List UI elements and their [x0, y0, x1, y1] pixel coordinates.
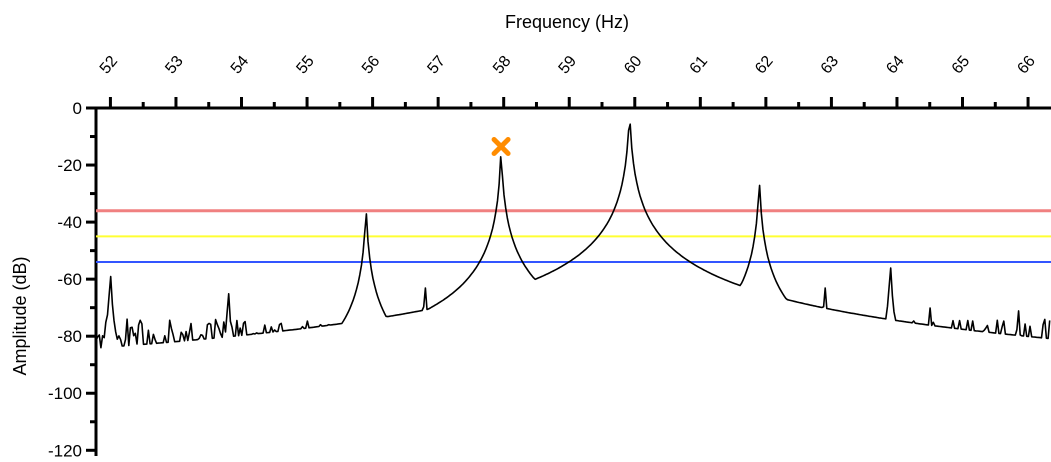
x-tick-label: 54 [228, 53, 253, 78]
x-tick-label: 63 [818, 53, 843, 78]
peak-marker-x [491, 137, 511, 157]
x-tick-label: 62 [752, 53, 777, 78]
x-tick-label: 57 [424, 53, 449, 78]
spectrum-series [95, 123, 1051, 349]
x-tick-label: 64 [883, 53, 908, 78]
x-tick-label: 55 [293, 53, 318, 78]
threshold-lines [96, 209, 1051, 264]
peak-markers [491, 137, 511, 157]
y-tick-label: 0 [73, 99, 82, 118]
x-tick-label: 61 [687, 53, 712, 78]
y-tick-label: -120 [48, 441, 82, 460]
y-tick-label: -80 [57, 327, 82, 346]
spectrum-line [95, 123, 1051, 349]
y-tick-label: -20 [57, 156, 82, 175]
x-tick-label: 53 [162, 53, 187, 78]
x-axis-title: Frequency (Hz) [505, 12, 629, 32]
y-tick-label: -40 [57, 213, 82, 232]
x-tick-label: 66 [1014, 53, 1039, 78]
y-tick-label: -100 [48, 384, 82, 403]
x-tick-label: 56 [359, 53, 384, 78]
axes: 52 53 54 55 56 57 58 59 60 61 62 63 64 65 66 0 -20 -40 -60… [48, 53, 1051, 460]
y-tick-label: -60 [57, 270, 82, 289]
x-tick-label: 58 [490, 53, 515, 78]
y-axis-title: Amplitude (dB) [10, 256, 30, 375]
x-tick-label: 65 [949, 53, 974, 78]
x-tick-label: 60 [621, 53, 646, 78]
x-tick-label: 52 [97, 53, 122, 78]
x-tick-label: 59 [556, 53, 581, 78]
